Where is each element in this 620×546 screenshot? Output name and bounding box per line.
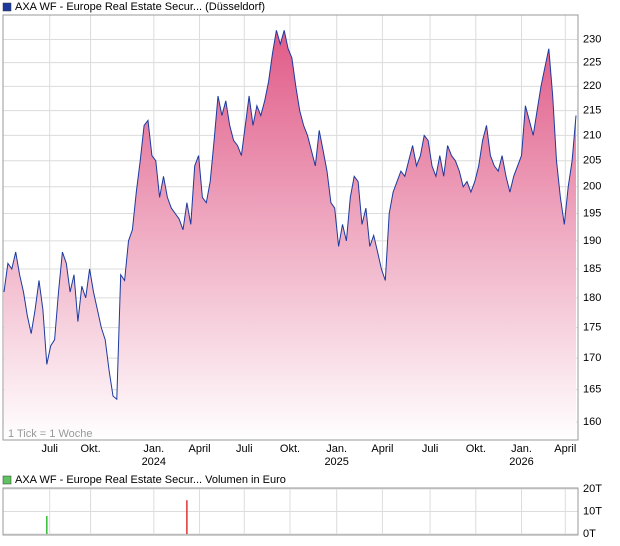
legend-text: AXA WF - Europe Real Estate Secur... Vol… bbox=[15, 474, 286, 486]
y-tick-label: 180 bbox=[583, 292, 601, 304]
y-tick-label: 215 bbox=[583, 104, 601, 116]
legend-text: AXA WF - Europe Real Estate Secur... (Dü… bbox=[15, 1, 265, 13]
y-tick-label: 220 bbox=[583, 80, 601, 92]
y-tick-label: 210 bbox=[583, 129, 601, 141]
y-tick-label: 0T bbox=[583, 528, 596, 540]
x-tick-year: 2024 bbox=[142, 456, 166, 468]
annotation: 1 Tick = 1 Woche bbox=[8, 428, 92, 440]
y-tick-label: 160 bbox=[583, 416, 601, 428]
y-tick-label: 185 bbox=[583, 263, 601, 275]
plot-frame bbox=[2, 14, 579, 441]
x-tick-label: Jan. bbox=[143, 443, 164, 455]
y-tick-label: 205 bbox=[583, 155, 601, 167]
y-tick-label: 225 bbox=[583, 57, 601, 69]
x-tick-label: Okt. bbox=[280, 443, 300, 455]
x-tick-label: April bbox=[371, 443, 393, 455]
x-tick-label: Juli bbox=[41, 443, 58, 455]
y-tick-label: 175 bbox=[583, 321, 601, 333]
x-tick-label: Jan. bbox=[326, 443, 347, 455]
x-tick-label: Okt. bbox=[466, 443, 486, 455]
y-tick-label: 200 bbox=[583, 181, 601, 193]
y-tick-label: 195 bbox=[583, 207, 601, 219]
legend-swatch bbox=[2, 475, 12, 485]
x-tick-label: Jan. bbox=[511, 443, 532, 455]
y-tick-label: 10T bbox=[583, 505, 602, 517]
y-tick-label: 190 bbox=[583, 235, 601, 247]
x-tick-label: April bbox=[189, 443, 211, 455]
x-tick-year: 2026 bbox=[509, 456, 533, 468]
x-tick-year: 2025 bbox=[324, 456, 348, 468]
x-tick-label: Juli bbox=[422, 443, 439, 455]
y-tick-label: 230 bbox=[583, 33, 601, 45]
plot-frame bbox=[2, 487, 579, 536]
x-tick-label: Okt. bbox=[80, 443, 100, 455]
x-tick-label: Juli bbox=[236, 443, 253, 455]
area bbox=[4, 30, 576, 441]
y-tick-label: 165 bbox=[583, 384, 601, 396]
x-tick-label: April bbox=[554, 443, 576, 455]
y-tick-label: 20T bbox=[583, 483, 602, 495]
price-line bbox=[3, 30, 577, 401]
y-tick-label: 170 bbox=[583, 352, 601, 364]
legend-swatch bbox=[2, 2, 12, 12]
